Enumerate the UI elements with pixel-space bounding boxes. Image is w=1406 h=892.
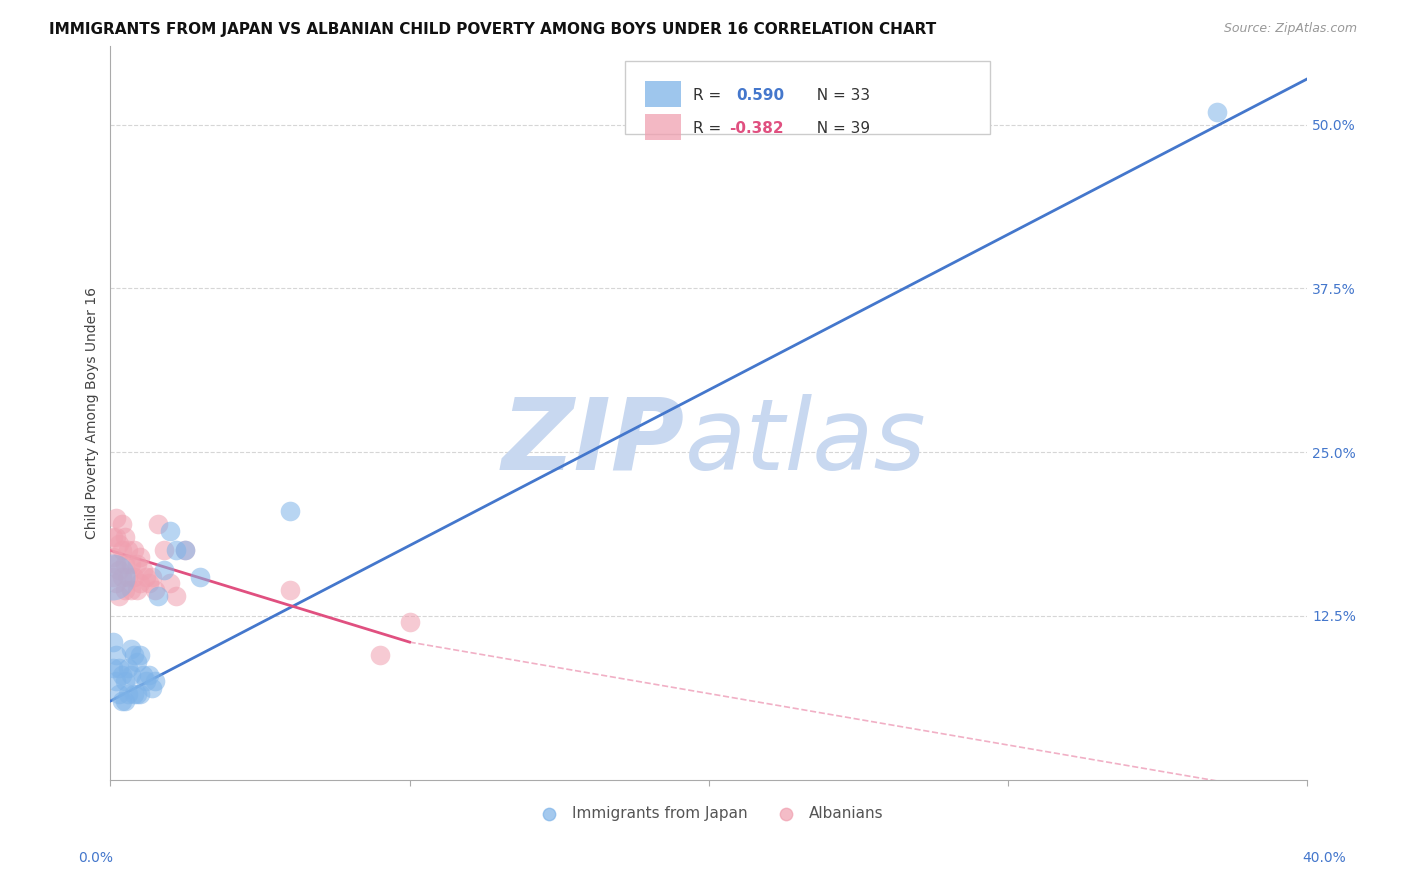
Point (141, 569, 163, 583)
Point (105, 557, 128, 571)
Point (127, 688, 149, 702)
Text: N = 39: N = 39 (807, 120, 870, 136)
Point (120, 557, 142, 571)
Point (174, 543, 197, 558)
Point (138, 668, 160, 682)
Point (111, 668, 134, 682)
Text: Source: ZipAtlas.com: Source: ZipAtlas.com (1223, 22, 1357, 36)
Point (105, 510, 128, 524)
Point (120, 668, 142, 682)
Text: -0.382: -0.382 (730, 120, 783, 136)
Point (117, 569, 139, 583)
Point (108, 688, 131, 702)
Point (143, 582, 166, 597)
Point (114, 557, 136, 571)
Point (124, 543, 146, 558)
Text: N = 33: N = 33 (807, 87, 870, 103)
Text: R =: R = (693, 120, 727, 136)
Point (127, 557, 149, 571)
Point (108, 589, 131, 603)
Point (124, 648, 146, 663)
Point (159, 576, 181, 591)
Point (132, 668, 155, 682)
Point (368, 648, 391, 663)
Bar (645, 81, 682, 107)
Text: R =: R = (693, 87, 731, 103)
Point (117, 688, 139, 702)
Y-axis label: Child Poverty Among Boys Under 16: Child Poverty Among Boys Under 16 (86, 287, 100, 539)
Point (135, 674, 157, 689)
Point (135, 569, 157, 583)
Point (103, 661, 125, 675)
Point (132, 563, 155, 577)
FancyBboxPatch shape (626, 61, 990, 134)
Point (129, 576, 152, 591)
Point (103, 569, 125, 583)
Point (165, 589, 187, 603)
Point (120, 641, 142, 656)
Point (111, 517, 134, 532)
Bar (645, 114, 682, 140)
Point (127, 655, 149, 669)
Point (174, 543, 197, 558)
Point (111, 569, 134, 583)
Point (124, 569, 146, 583)
Text: 0.0%: 0.0% (79, 851, 112, 865)
Point (141, 681, 163, 695)
Point (165, 543, 187, 558)
Text: IMMIGRANTS FROM JAPAN VS ALBANIAN CHILD POVERTY AMONG BOYS UNDER 16 CORRELATION : IMMIGRANTS FROM JAPAN VS ALBANIAN CHILD … (49, 22, 936, 37)
Point (111, 543, 134, 558)
Point (120, 582, 142, 597)
Point (188, 569, 211, 583)
Point (124, 688, 146, 702)
Text: ZIP: ZIP (502, 393, 685, 491)
Point (114, 694, 136, 708)
Point (103, 635, 125, 649)
Point (114, 674, 136, 689)
Point (108, 537, 131, 551)
Point (129, 688, 152, 702)
Text: 0.590: 0.590 (737, 87, 785, 103)
Point (108, 563, 131, 577)
Point (105, 530, 128, 544)
Point (143, 674, 166, 689)
Point (129, 648, 152, 663)
Point (105, 648, 128, 663)
Point (138, 576, 160, 591)
Point (105, 576, 128, 591)
Point (148, 589, 170, 603)
Point (103, 530, 125, 544)
Point (148, 517, 170, 532)
Point (278, 582, 301, 597)
Text: atlas: atlas (685, 393, 927, 491)
Point (105, 674, 128, 689)
Point (1206, 104, 1229, 119)
Point (108, 661, 131, 675)
Point (127, 582, 149, 597)
Point (103, 549, 125, 564)
Point (117, 543, 139, 558)
Point (114, 582, 136, 597)
Point (101, 569, 124, 583)
Legend: Immigrants from Japan, Albanians: Immigrants from Japan, Albanians (527, 800, 890, 827)
Point (398, 615, 420, 630)
Point (159, 524, 181, 538)
Point (111, 694, 134, 708)
Point (114, 530, 136, 544)
Point (153, 563, 176, 577)
Point (129, 549, 152, 564)
Point (153, 543, 176, 558)
Text: 40.0%: 40.0% (1302, 851, 1347, 865)
Point (117, 661, 139, 675)
Point (278, 504, 301, 518)
